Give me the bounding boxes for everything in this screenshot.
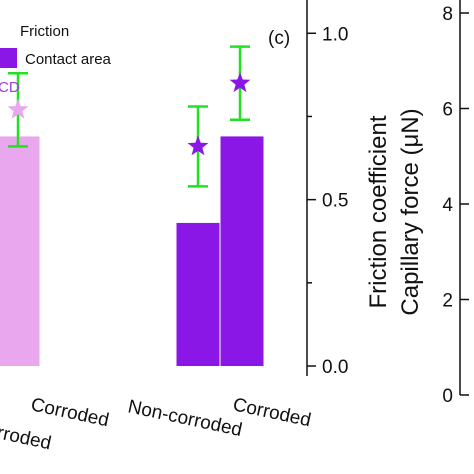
bars-group xyxy=(0,136,264,367)
right-axis-label-capillary: Capillary force (μN) xyxy=(397,108,424,315)
next-panel-axis-ticks: 0 2 4 6 8 xyxy=(442,4,469,407)
x-label-corroded-right: Corroded xyxy=(231,394,313,431)
legend: Friction Contact area CD xyxy=(0,23,112,96)
legend-extra-text: CD xyxy=(0,79,20,96)
friction-star-1 xyxy=(187,135,209,156)
right-axis-tick-label-0: 0.0 xyxy=(322,357,348,378)
right-axis-tick-label-2: 1.0 xyxy=(322,24,348,45)
next-axis-tick-label-4: 8 xyxy=(442,4,453,25)
friction-star-2 xyxy=(229,72,251,93)
right-axis-tick-label-1: 0.5 xyxy=(322,191,348,212)
bar-contact-area-1 xyxy=(176,222,220,367)
panel-label: (c) xyxy=(268,28,290,49)
next-axis-tick-label-3: 6 xyxy=(442,100,453,121)
legend-contact-area-label: Contact area xyxy=(25,51,112,68)
next-axis-tick-label-0: 0 xyxy=(442,386,453,407)
right-axis-ticks: 0.0 0.5 1.0 xyxy=(307,24,348,378)
legend-friction-label: Friction xyxy=(20,23,69,40)
stars-group xyxy=(7,72,251,156)
next-axis-tick-label-2: 4 xyxy=(442,195,453,216)
next-axis-tick-label-1: 2 xyxy=(442,291,453,312)
x-label-corroded-left: Corroded xyxy=(29,394,111,431)
x-label-non-corroded: Non-corroded xyxy=(126,396,244,441)
friction-star-0 xyxy=(7,98,29,119)
bar-contact-area-0 xyxy=(0,136,40,367)
right-axis-label-friction: Friction coefficient xyxy=(365,115,392,308)
bar-contact-area-2 xyxy=(220,136,264,367)
legend-contact-area-swatch xyxy=(0,48,17,68)
x-label-rroded-fragment: rroded xyxy=(0,422,53,454)
